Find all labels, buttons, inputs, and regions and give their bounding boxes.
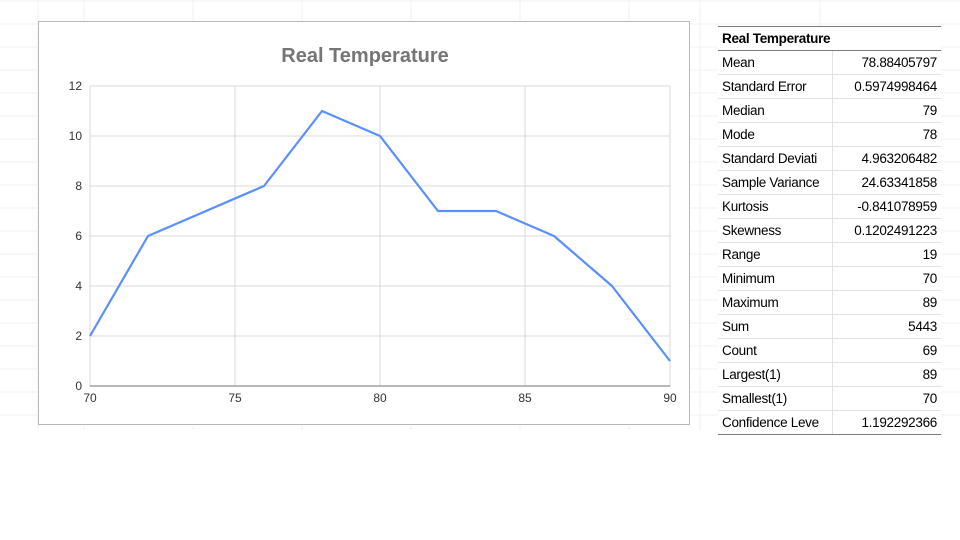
stat-label[interactable]: Sum — [718, 314, 833, 339]
stats-row: Confidence Leve 1.192292366 — [718, 410, 941, 435]
stat-value[interactable]: 79 — [832, 98, 941, 123]
series-layer — [88, 109, 673, 364]
stat-label[interactable]: Smallest(1) — [718, 386, 833, 411]
stat-value[interactable]: 70 — [832, 386, 941, 411]
stats-row: Median 79 — [718, 98, 941, 123]
stat-value[interactable]: 24.63341858 — [832, 170, 941, 195]
axes: 0 2 4 6 8 10 12 70 75 80 85 90 — [69, 79, 677, 405]
stat-label[interactable]: Kurtosis — [718, 194, 833, 219]
stat-label[interactable]: Largest(1) — [718, 362, 833, 387]
stat-label[interactable]: Mean — [718, 50, 833, 75]
stat-value[interactable]: 89 — [832, 290, 941, 315]
gridlines — [89, 85, 671, 386]
stats-row: Skewness 0.1202491223 — [718, 218, 941, 243]
stats-row: Standard Error 0.5974998464 — [718, 74, 941, 99]
x-tick-label: 75 — [228, 391, 242, 405]
stat-value[interactable]: 19 — [832, 242, 941, 267]
stats-header[interactable]: Real Temperature — [718, 26, 941, 51]
data-point[interactable] — [436, 209, 441, 214]
x-tick-label: 85 — [518, 391, 532, 405]
stat-value[interactable]: 5443 — [832, 314, 941, 339]
data-point[interactable] — [610, 284, 615, 289]
data-point[interactable] — [494, 209, 499, 214]
descriptive-statistics-table: Real Temperature Mean 78.88405797 Standard… — [718, 26, 941, 435]
data-point[interactable] — [668, 359, 673, 364]
stats-row: Mean 78.88405797 — [718, 50, 941, 75]
stats-row: Standard Deviati 4.963206482 — [718, 146, 941, 171]
y-tick-label: 12 — [69, 79, 83, 93]
x-tick-label: 70 — [83, 391, 97, 405]
x-tick-label: 80 — [373, 391, 387, 405]
stats-row: Smallest(1) 70 — [718, 386, 941, 411]
stat-label[interactable]: Minimum — [718, 266, 833, 291]
stat-label[interactable]: Range — [718, 242, 833, 267]
stats-row: Sum 5443 — [718, 314, 941, 339]
data-point[interactable] — [146, 234, 151, 239]
y-tick-label: 2 — [75, 329, 82, 343]
stats-row: Mode 78 — [718, 122, 941, 147]
stat-value[interactable]: -0.841078959 — [832, 194, 941, 219]
stats-row: Minimum 70 — [718, 266, 941, 291]
chart-title: Real Temperature — [281, 45, 448, 67]
stat-value[interactable]: 70 — [832, 266, 941, 291]
stats-row: Kurtosis -0.841078959 — [718, 194, 941, 219]
stat-value[interactable]: 1.192292366 — [832, 410, 941, 435]
stat-value[interactable]: 89 — [832, 362, 941, 387]
y-tick-label: 4 — [75, 279, 82, 293]
stat-value[interactable]: 69 — [832, 338, 941, 363]
stats-row: Count 69 — [718, 338, 941, 363]
stats-row: Largest(1) 89 — [718, 362, 941, 387]
data-point[interactable] — [262, 184, 267, 189]
stat-label[interactable]: Maximum — [718, 290, 833, 315]
stats-row: Range 19 — [718, 242, 941, 267]
chart-container[interactable]: Real Temperature 0 2 4 6 8 10 12 70 75 80 85 90 — [38, 21, 690, 425]
stat-label[interactable]: Mode — [718, 122, 833, 147]
stats-row: Sample Variance 24.63341858 — [718, 170, 941, 195]
y-tick-label: 6 — [75, 229, 82, 243]
stat-label[interactable]: Sample Variance — [718, 170, 833, 195]
stat-value[interactable]: 0.5974998464 — [832, 74, 941, 99]
y-tick-label: 10 — [69, 129, 83, 143]
stat-value[interactable]: 78.88405797 — [832, 50, 941, 75]
stat-label[interactable]: Confidence Leve — [718, 410, 833, 435]
data-point[interactable] — [320, 109, 325, 114]
x-tick-label: 90 — [663, 391, 677, 405]
stat-label[interactable]: Standard Error — [718, 74, 833, 99]
y-tick-label: 0 — [75, 379, 82, 393]
series-line[interactable] — [89, 109, 671, 362]
stat-label[interactable]: Count — [718, 338, 833, 363]
stat-value[interactable]: 4.963206482 — [832, 146, 941, 171]
stat-label[interactable]: Standard Deviati — [718, 146, 833, 171]
stat-label[interactable]: Median — [718, 98, 833, 123]
data-point[interactable] — [88, 334, 93, 339]
stat-value[interactable]: 0.1202491223 — [832, 218, 941, 243]
data-point[interactable] — [378, 134, 383, 139]
y-tick-label: 8 — [75, 179, 82, 193]
data-point[interactable] — [552, 234, 557, 239]
stat-label[interactable]: Skewness — [718, 218, 833, 243]
stats-row: Maximum 89 — [718, 290, 941, 315]
line-chart: Real Temperature 0 2 4 6 8 10 12 70 75 80 85 90 — [69, 45, 677, 405]
stat-value[interactable]: 78 — [832, 122, 941, 147]
stats-header-row: Real Temperature — [718, 26, 941, 51]
